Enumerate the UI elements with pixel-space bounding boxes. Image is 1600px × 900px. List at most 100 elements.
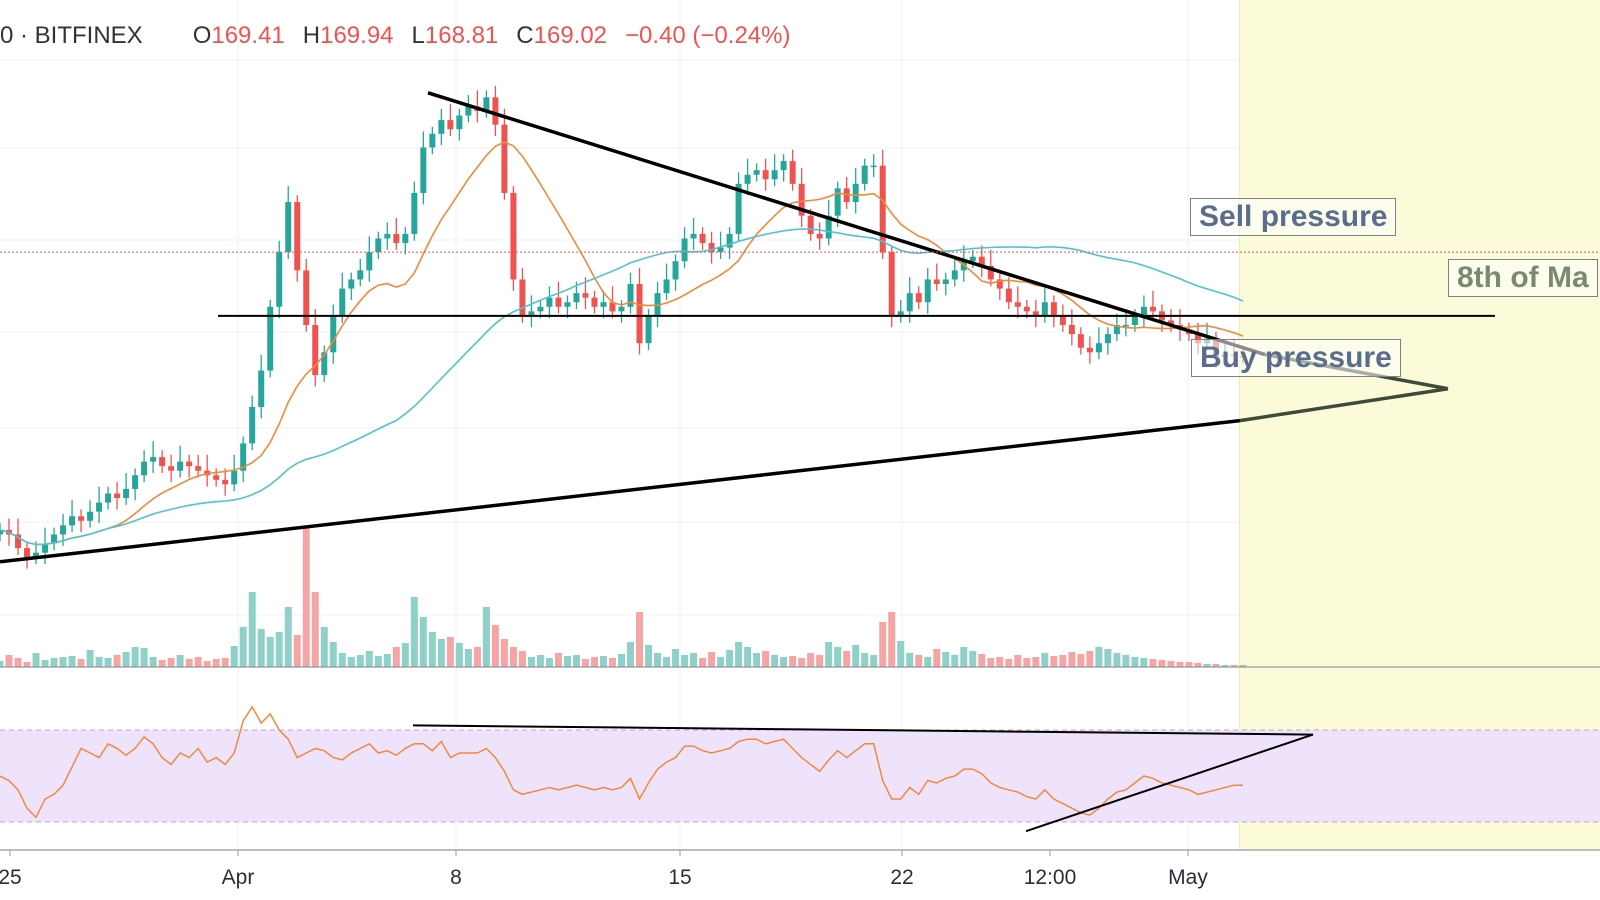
- candle-body: [150, 457, 157, 462]
- candle-body: [609, 302, 616, 312]
- candle-body: [357, 270, 364, 280]
- volume-bar: [491, 625, 499, 667]
- symbol-label: 0 · BITFINEX: [0, 22, 143, 49]
- candle-body: [915, 293, 922, 303]
- volume-bar: [987, 658, 995, 667]
- ma-cyan-line: [0, 228, 1244, 546]
- volume-bar: [113, 655, 121, 667]
- candle-body: [105, 493, 112, 503]
- candle-body: [168, 466, 175, 471]
- candle-body: [51, 534, 58, 544]
- candle-body: [771, 170, 778, 180]
- volume-bar: [140, 648, 148, 667]
- volume-bar: [672, 649, 680, 667]
- volume-bar: [744, 647, 752, 667]
- volume-bar: [1086, 651, 1094, 667]
- candle-body: [69, 516, 76, 526]
- buy-pressure-label: Buy pressure: [1191, 339, 1401, 377]
- volume-bar: [230, 646, 238, 667]
- volume-bar: [554, 653, 562, 667]
- candle-body: [258, 370, 265, 407]
- volume-bar: [861, 653, 869, 667]
- candle-body: [591, 297, 598, 307]
- candle-body: [1167, 320, 1174, 325]
- x-tick-label: 8: [450, 866, 462, 889]
- candle-body: [195, 466, 202, 471]
- volume-bar: [924, 657, 932, 667]
- volume-bar: [455, 643, 463, 667]
- volume-bar: [410, 597, 418, 667]
- candle-body: [1077, 334, 1084, 348]
- volume-bar: [365, 651, 373, 667]
- candle-body: [132, 475, 139, 489]
- candle-body: [177, 461, 184, 471]
- volume-bar: [338, 653, 346, 667]
- candle-body: [339, 288, 346, 316]
- volume-bar: [77, 659, 85, 667]
- candle-body: [1113, 325, 1120, 335]
- volume-bar: [608, 658, 616, 667]
- low-value: 168.81: [424, 22, 499, 49]
- candle-body: [384, 233, 391, 239]
- volume-bar: [131, 647, 139, 667]
- volume-bar: [437, 639, 445, 667]
- candle-body: [906, 293, 913, 312]
- volume-bar: [203, 661, 211, 667]
- volume-bar: [50, 658, 58, 667]
- volume-bar: [618, 654, 625, 667]
- volume-bar: [266, 637, 274, 667]
- volume-bar: [527, 657, 535, 667]
- candle-body: [726, 233, 733, 248]
- candle-body: [969, 256, 976, 262]
- volume-bar: [1077, 654, 1085, 667]
- candle-body: [249, 406, 256, 444]
- volume-bar: [690, 653, 698, 667]
- volume-bar: [843, 651, 851, 667]
- ascending-trendline-extension: [1239, 387, 1449, 423]
- candle-body: [186, 461, 193, 467]
- candle-body: [987, 265, 994, 280]
- candle-body: [672, 261, 679, 280]
- candle-body: [1194, 334, 1201, 344]
- candle-body: [411, 192, 418, 234]
- volume-bar: [780, 657, 788, 667]
- candle-body: [159, 457, 166, 467]
- candle-body: [888, 252, 895, 316]
- volume-bar: [798, 658, 806, 667]
- ma-orange-line: [0, 141, 1244, 546]
- ohlc-header: 0 · BITFINEX O 169.41 H 169.94 L 168.81 …: [0, 18, 790, 54]
- volume-bar: [149, 657, 157, 667]
- candle-body: [510, 192, 517, 280]
- volume-bar: [1059, 655, 1067, 667]
- volume-bar: [509, 647, 517, 667]
- volume-bar: [888, 612, 896, 667]
- candle-body: [312, 325, 319, 376]
- volume-bar: [41, 660, 49, 667]
- candle-body: [555, 297, 562, 307]
- volume-bar: [708, 652, 716, 667]
- volume-bar: [753, 653, 761, 667]
- candle-body: [825, 215, 832, 239]
- candle-body: [375, 238, 382, 253]
- candle-body: [1086, 347, 1093, 353]
- x-tick-label: 15: [668, 866, 692, 889]
- volume-bar: [221, 658, 229, 667]
- high-value: 169.94: [320, 22, 394, 49]
- candle-body: [366, 252, 373, 271]
- candle-body: [942, 279, 949, 285]
- candle-body: [663, 279, 670, 294]
- close-value: 169.02: [533, 22, 608, 49]
- volume-bar: [906, 653, 914, 667]
- candle-body: [735, 183, 742, 234]
- candle-body: [96, 502, 103, 512]
- volume-bar: [951, 655, 959, 667]
- volume-bar: [401, 643, 409, 667]
- volume-bar: [1176, 662, 1184, 667]
- volume-bar: [419, 617, 427, 667]
- volume-bar: [293, 635, 301, 667]
- volume-bar: [68, 656, 76, 667]
- candle-body: [852, 183, 859, 203]
- volume-bar: [185, 659, 193, 667]
- volume-bar: [545, 658, 553, 667]
